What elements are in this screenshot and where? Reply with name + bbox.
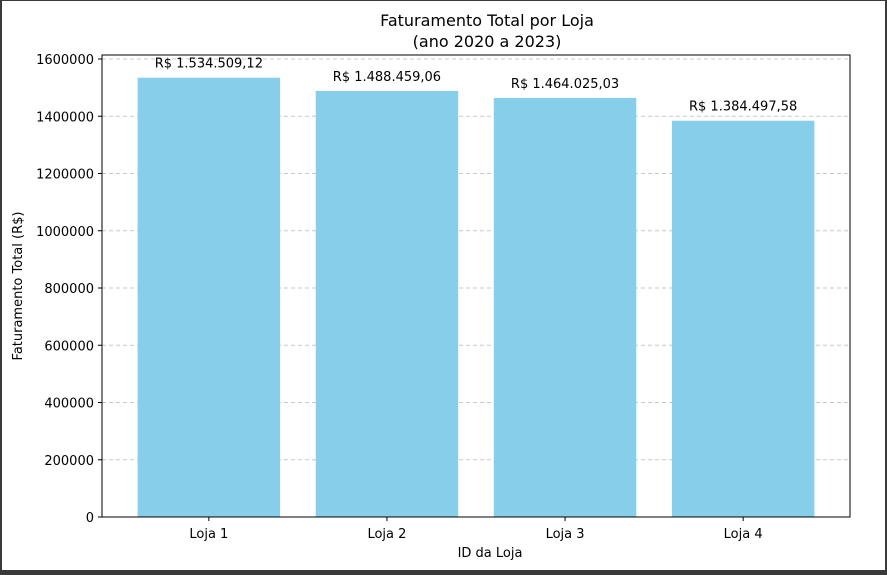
chart-subtitle: (ano 2020 a 2023) xyxy=(413,32,562,51)
y-tick-label: 800000 xyxy=(44,282,94,297)
bar xyxy=(671,120,815,518)
bar-value-label: R$ 1.384.497,58 xyxy=(689,100,797,115)
y-axis-label: Faturamento Total (R$) xyxy=(11,212,26,361)
y-tick-label: 1400000 xyxy=(36,110,94,125)
y-tick-label: 0 xyxy=(86,511,94,526)
x-axis-label: ID da Loja xyxy=(458,546,523,561)
y-tick-label: 1200000 xyxy=(36,168,94,183)
bar xyxy=(493,97,637,517)
bar-value-label: R$ 1.534.509,12 xyxy=(155,57,263,72)
bar xyxy=(137,77,281,517)
y-tick-label: 1000000 xyxy=(36,225,94,240)
bar-value-label: R$ 1.464.025,03 xyxy=(511,77,619,92)
bars xyxy=(137,77,815,518)
chart-title: Faturamento Total por Loja xyxy=(380,11,594,30)
x-tick-label: Loja 2 xyxy=(367,527,406,542)
x-tick-label: Loja 4 xyxy=(724,527,763,542)
y-tick-label: 1600000 xyxy=(36,53,94,68)
bar-value-label: R$ 1.488.459,06 xyxy=(333,70,441,85)
x-tick-label: Loja 3 xyxy=(546,527,585,542)
bar xyxy=(315,90,459,518)
x-tick-label: Loja 1 xyxy=(189,527,228,542)
data-labels: R$ 1.534.509,12 R$ 1.488.459,06 R$ 1.464.0… xyxy=(155,57,798,115)
y-axis-ticks: 0 200000 400000 600000 800000 1000000 1200000 1… xyxy=(36,53,102,526)
x-axis-ticks: Loja 1 Loja 2 Loja 3 Loja 4 xyxy=(189,517,763,542)
plot-area-frame xyxy=(101,54,851,518)
y-tick-label: 600000 xyxy=(44,339,94,354)
y-tick-label: 400000 xyxy=(44,397,94,412)
y-tick-label: 200000 xyxy=(44,454,94,469)
